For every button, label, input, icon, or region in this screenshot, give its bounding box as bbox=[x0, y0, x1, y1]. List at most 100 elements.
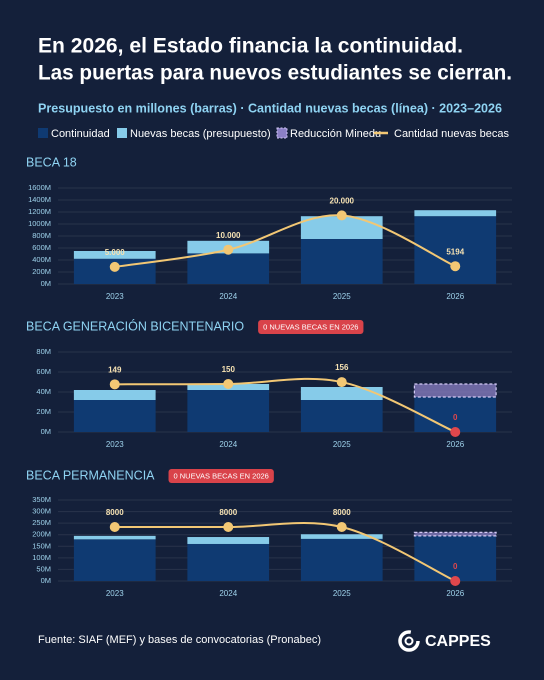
data-label: 8000 bbox=[219, 508, 237, 517]
bar bbox=[73, 539, 156, 581]
y-tick-label: 1600M bbox=[28, 183, 51, 192]
y-tick-label: 250M bbox=[32, 518, 51, 527]
title-line: Las puertas para nuevos estudiantes se c… bbox=[38, 62, 512, 85]
y-tick-label: 350M bbox=[32, 495, 51, 504]
legend-label: Reducción Minedu bbox=[290, 128, 381, 140]
bar bbox=[300, 538, 383, 581]
data-label: 5194 bbox=[446, 247, 464, 256]
bar bbox=[300, 216, 383, 239]
source: Fuente: SIAF (MEF) y bases de convocator… bbox=[38, 634, 321, 646]
y-tick-label: 150M bbox=[32, 541, 51, 550]
line-point bbox=[223, 379, 234, 389]
data-label: 0 bbox=[453, 562, 458, 571]
x-tick-label: 2023 bbox=[106, 589, 124, 598]
data-label: 10.000 bbox=[216, 231, 241, 240]
chart: BECA 18 0M 200M 400M 600M 800M 1000M 1200M 1400M… bbox=[26, 155, 512, 301]
x-tick-label: 2023 bbox=[106, 292, 124, 301]
charts: BECA 18 0M 200M 400M 600M 800M 1000M 1200M 1400M… bbox=[26, 155, 512, 598]
chart-title: BECA 18 bbox=[26, 155, 77, 169]
y-tick-label: 1200M bbox=[28, 207, 51, 216]
x-tick-label: 2025 bbox=[333, 440, 351, 449]
logo-icon bbox=[398, 630, 420, 652]
bar bbox=[414, 210, 497, 217]
reduction-bar bbox=[413, 531, 497, 537]
x-tick-label: 2026 bbox=[446, 440, 464, 449]
bar bbox=[300, 400, 383, 432]
y-tick-label: 800M bbox=[32, 231, 51, 240]
line-point bbox=[336, 210, 347, 221]
y-tick-label: 80M bbox=[36, 347, 51, 356]
y-tick-label: 1000M bbox=[28, 219, 51, 228]
bar bbox=[187, 253, 270, 284]
line-point bbox=[450, 261, 461, 272]
annotation-badge bbox=[168, 469, 274, 483]
logo: CAPPES bbox=[398, 630, 491, 652]
bar bbox=[73, 400, 156, 432]
data-label: 8000 bbox=[333, 508, 351, 517]
line-point bbox=[109, 379, 120, 390]
bar bbox=[300, 239, 383, 284]
x-tick-label: 2024 bbox=[219, 292, 237, 301]
x-tick-label: 2026 bbox=[446, 589, 464, 598]
chart-title: BECA PERMANENCIA bbox=[26, 468, 155, 482]
chart: BECA PERMANENCIA 0 NUEVAS BECAS EN 2026 0M… bbox=[26, 468, 512, 598]
y-tick-label: 1400M bbox=[28, 195, 51, 204]
bar bbox=[414, 535, 497, 581]
x-tick-label: 2026 bbox=[446, 292, 464, 301]
chart: BECA GENERACIÓN BICENTENARIO 0 NUEVAS BEC… bbox=[26, 318, 512, 449]
line bbox=[114, 522, 456, 582]
y-tick-label: 600M bbox=[32, 243, 51, 252]
legend-swatch bbox=[276, 127, 288, 139]
legend-swatch bbox=[117, 128, 127, 138]
line-point bbox=[336, 377, 347, 388]
annotation: 0 NUEVAS BECAS EN 2026 bbox=[263, 322, 358, 331]
logo-text: CAPPES bbox=[425, 633, 491, 650]
line bbox=[114, 377, 456, 433]
legend-label: Cantidad nuevas becas bbox=[394, 128, 509, 140]
bar bbox=[73, 251, 156, 259]
line-point bbox=[109, 261, 120, 272]
x-tick-label: 2025 bbox=[333, 292, 351, 301]
subtitle: Presupuesto en millones (barras) · Canti… bbox=[38, 101, 502, 115]
bar bbox=[187, 543, 270, 581]
y-tick-label: 60M bbox=[36, 367, 51, 376]
logo-icon bbox=[404, 636, 414, 646]
x-tick-label: 2024 bbox=[219, 440, 237, 449]
bar bbox=[300, 387, 383, 400]
x-tick-label: 2025 bbox=[333, 589, 351, 598]
y-tick-label: 100M bbox=[32, 553, 51, 562]
data-label: 0 bbox=[453, 413, 458, 422]
data-label: 20.000 bbox=[330, 197, 355, 206]
y-tick-label: 300M bbox=[32, 507, 51, 516]
bar bbox=[300, 534, 383, 539]
y-tick-label: 0M bbox=[41, 279, 51, 288]
y-tick-label: 0M bbox=[41, 576, 51, 585]
y-tick-label: 20M bbox=[36, 407, 51, 416]
data-label: 150 bbox=[222, 365, 236, 374]
bar bbox=[187, 390, 270, 432]
chart-title: BECA GENERACIÓN BICENTENARIO bbox=[26, 318, 244, 333]
data-label: 149 bbox=[108, 365, 122, 374]
line-point bbox=[223, 244, 234, 255]
data-label: 8000 bbox=[106, 508, 124, 517]
bar bbox=[73, 390, 156, 400]
y-tick-label: 0M bbox=[41, 427, 51, 436]
bar bbox=[73, 535, 156, 540]
x-tick-label: 2023 bbox=[106, 440, 124, 449]
legend-swatch bbox=[38, 128, 48, 138]
legend: Continuidad Nuevas becas (presupuesto) Red… bbox=[38, 127, 509, 140]
y-tick-label: 40M bbox=[36, 387, 51, 396]
line-point bbox=[336, 522, 347, 532]
data-label: 5.000 bbox=[105, 248, 126, 257]
bar bbox=[187, 537, 270, 544]
legend-label: Continuidad bbox=[51, 128, 110, 140]
line-point bbox=[109, 522, 120, 532]
line-point bbox=[450, 576, 461, 586]
y-tick-label: 200M bbox=[32, 530, 51, 539]
y-tick-label: 400M bbox=[32, 255, 51, 264]
line-point bbox=[450, 427, 461, 437]
reduction-bar bbox=[413, 383, 497, 398]
x-tick-label: 2024 bbox=[219, 589, 237, 598]
legend-label: Nuevas becas (presupuesto) bbox=[130, 128, 271, 140]
